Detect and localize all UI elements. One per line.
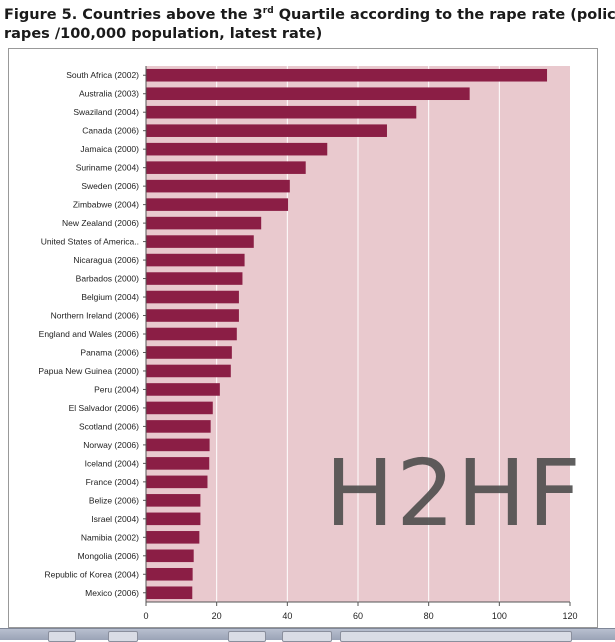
title-superscript: rd <box>262 6 274 16</box>
x-tick-label: 80 <box>424 611 434 621</box>
category-label: Belize (2006) <box>89 495 139 505</box>
category-label: Barbados (2000) <box>76 274 139 284</box>
bar <box>146 235 254 248</box>
taskbar-app-button[interactable] <box>282 631 332 642</box>
bar <box>146 531 200 544</box>
bar <box>146 401 213 415</box>
category-label: Scotland (2006) <box>79 421 139 431</box>
category-label: Israel (2004) <box>91 514 139 524</box>
bar <box>146 512 201 526</box>
bar <box>146 549 194 563</box>
category-label: Australia (2003) <box>79 89 139 99</box>
category-label: Zimbabwe (2004) <box>73 200 139 210</box>
title-line2: rapes /100,000 population, latest rate) <box>4 25 323 42</box>
category-label: Swaziland (2004) <box>73 107 139 117</box>
taskbar-app-button[interactable] <box>108 631 138 642</box>
category-label: Suriname (2004) <box>76 163 139 173</box>
bar <box>146 179 290 193</box>
bar <box>146 475 208 489</box>
bar <box>146 364 231 378</box>
category-label: Iceland (2004) <box>85 458 140 468</box>
bar <box>146 383 220 396</box>
category-label: Panama (2006) <box>80 347 139 357</box>
bar <box>146 198 289 211</box>
x-tick-label: 60 <box>353 611 363 621</box>
bar <box>146 142 328 156</box>
x-tick-label: 40 <box>282 611 292 621</box>
category-label: South Africa (2002) <box>66 70 139 80</box>
bar <box>146 161 306 174</box>
taskbar-app-button[interactable] <box>228 631 266 642</box>
category-label: Mexico (2006) <box>85 588 139 598</box>
x-axis-ticks: 0 20 40 60 80 100 120 <box>143 66 578 621</box>
category-label: Norway (2006) <box>83 440 139 450</box>
taskbar-start-button[interactable] <box>48 631 76 642</box>
chart-title: Figure 5. Countries above the 3rd Quarti… <box>4 2 615 44</box>
category-label: Peru (2004) <box>94 384 139 394</box>
category-label: Nicaragua (2006) <box>73 255 139 265</box>
bar <box>146 438 210 452</box>
category-label: Jamaica (2000) <box>80 144 139 154</box>
category-label: El Salvador (2006) <box>69 403 140 413</box>
taskbar <box>0 628 615 642</box>
category-label: England and Wales (2006) <box>39 329 140 339</box>
bar <box>146 327 237 341</box>
bar <box>146 216 262 230</box>
bar <box>146 105 417 119</box>
category-label: Northern Ireland (2006) <box>51 311 140 321</box>
watermark-text: H2HF <box>325 440 583 547</box>
x-tick-label: 0 <box>143 611 148 621</box>
category-label: France (2004) <box>86 477 140 487</box>
category-label: Republic of Korea (2004) <box>44 569 139 579</box>
bar <box>146 586 193 600</box>
bar <box>146 567 193 581</box>
category-label: United States of America.. <box>41 237 139 247</box>
category-label: Belgium (2004) <box>81 292 139 302</box>
category-label: Namibia (2002) <box>81 532 139 542</box>
bar <box>146 290 239 304</box>
title-line1-end: Quartile according to the rape rate (pol… <box>278 6 615 23</box>
bar <box>146 420 211 433</box>
category-label: Canada (2006) <box>82 126 139 136</box>
bar <box>146 124 387 137</box>
category-labels: South Africa (2002) Australia (2003) Swazi… <box>38 70 146 598</box>
bar <box>146 253 245 267</box>
bars <box>146 68 548 600</box>
bar <box>146 68 548 82</box>
bar <box>146 346 232 359</box>
category-label: Sweden (2006) <box>81 181 139 191</box>
bar <box>146 309 239 322</box>
bar <box>146 87 470 101</box>
bar <box>146 494 201 507</box>
title-line1-start: Figure 5. Countries above the 3 <box>4 6 263 23</box>
taskbar-app-button[interactable] <box>340 631 572 642</box>
x-tick-label: 120 <box>562 611 577 621</box>
x-tick-label: 20 <box>212 611 222 621</box>
bar <box>146 457 210 470</box>
category-label: Papua New Guinea (2000) <box>38 366 139 376</box>
x-tick-label: 100 <box>492 611 507 621</box>
category-label: Mongolia (2006) <box>78 551 140 561</box>
bar <box>146 272 243 285</box>
category-label: New Zealand (2006) <box>62 218 139 228</box>
